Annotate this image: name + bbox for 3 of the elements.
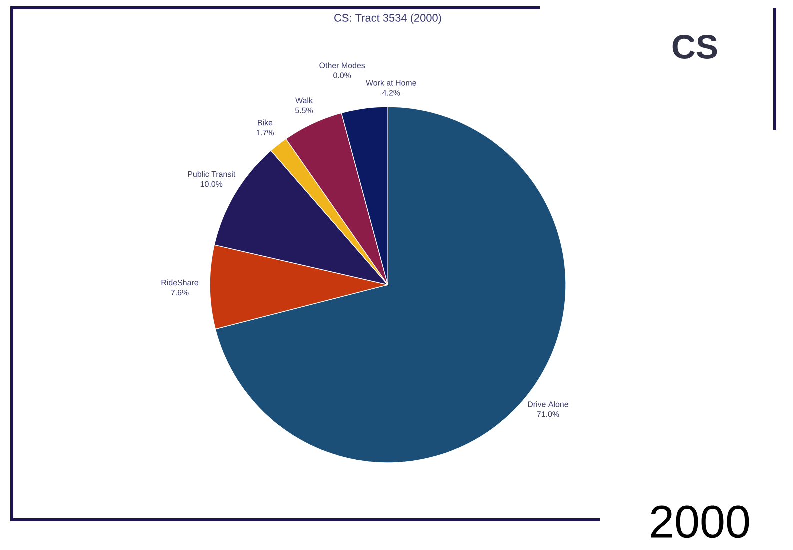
text: CS [672,34,718,59]
chart-title: CS: Tract 3534 (2000) [334,14,442,24]
text: 2000 [651,506,750,538]
